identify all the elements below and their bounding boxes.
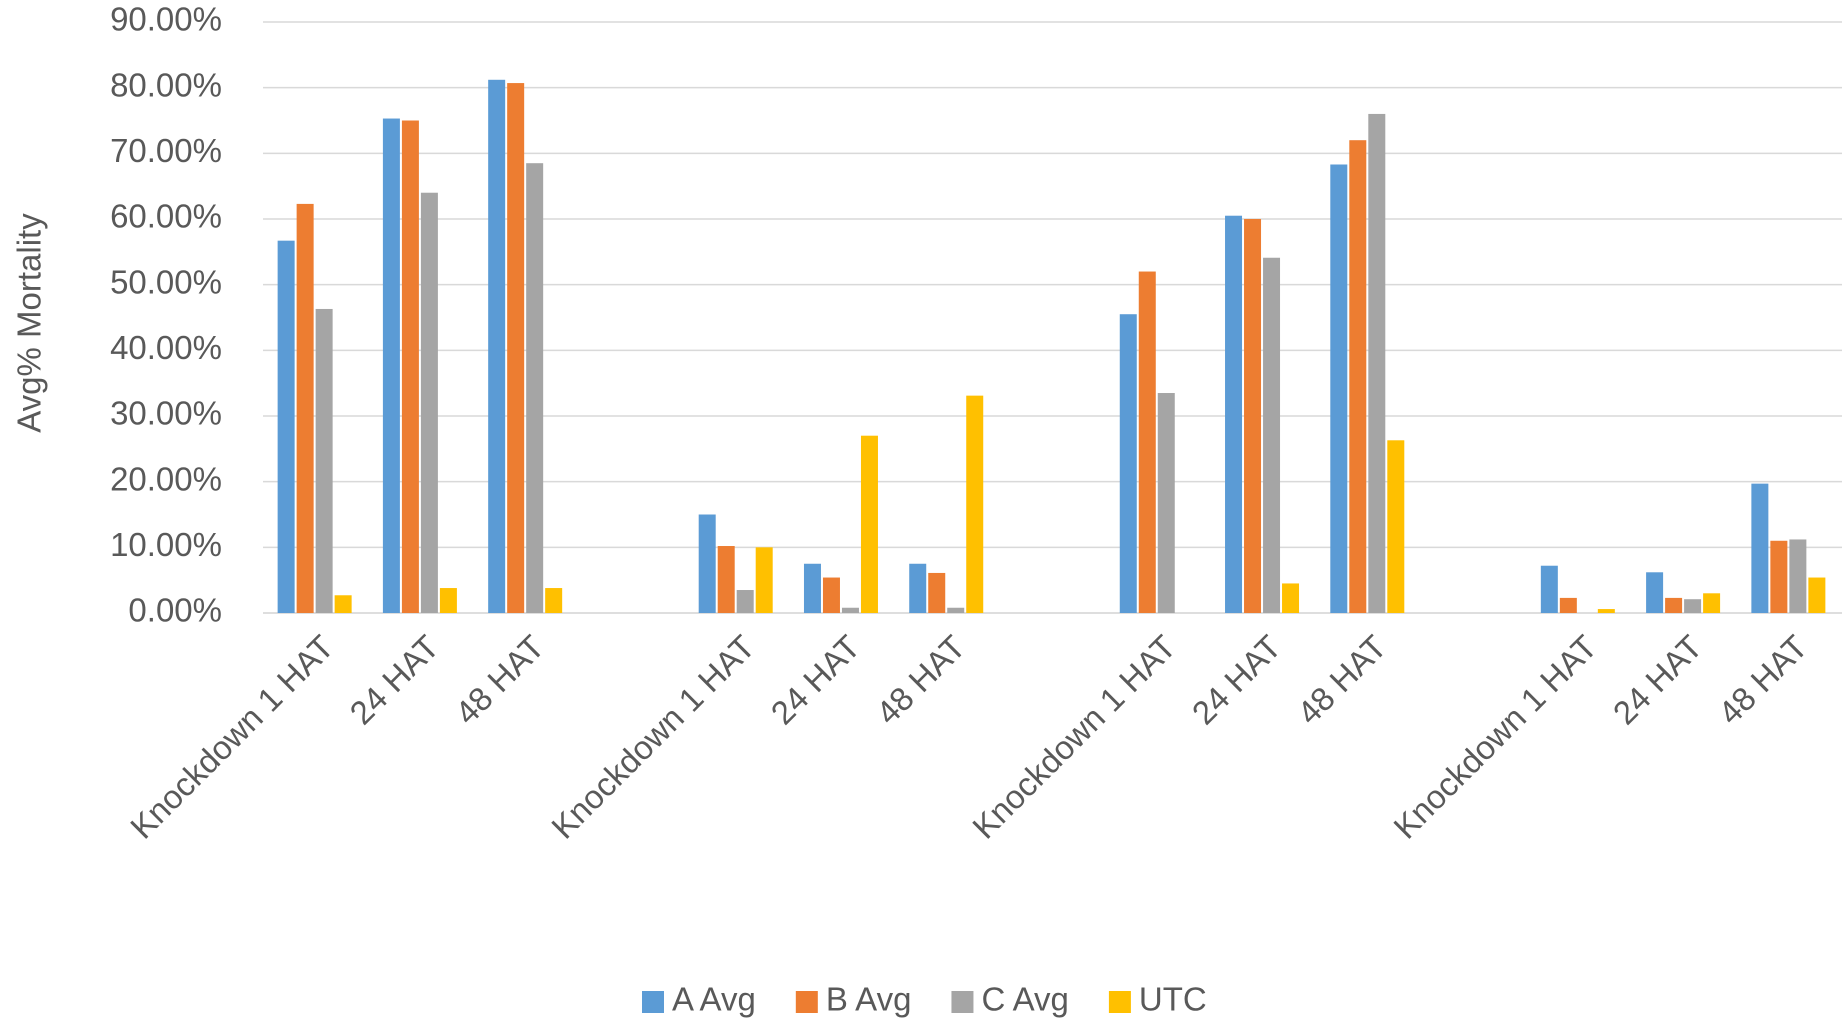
bar [1244,219,1262,613]
bar [1703,593,1721,613]
bar [1646,572,1664,613]
x-tick-label: 24 HAT [1185,628,1289,732]
y-tick-label: 0.00% [128,592,222,629]
bar [1225,215,1243,613]
bar [1751,483,1769,613]
bar [1349,140,1367,613]
bar [1119,314,1137,613]
bar [947,607,965,613]
bar [841,607,859,613]
bar [315,308,333,613]
bar [1540,565,1558,613]
y-tick-label: 60.00% [110,198,222,235]
bar [488,79,506,613]
bar [966,395,984,613]
x-tick-label: Knockdown 1 HAT [1386,628,1604,846]
bar [822,577,840,613]
legend-label: C Avg [981,981,1068,1018]
y-tick-label: 20.00% [110,460,222,497]
bar [526,163,544,613]
x-tick-label: 24 HAT [1606,628,1710,732]
bar [1157,393,1175,613]
x-tick-label: 48 HAT [1711,628,1815,732]
legend-label: A Avg [672,981,756,1018]
y-tick-label: 10.00% [110,526,222,563]
x-tick-label: 48 HAT [1290,628,1394,732]
bar [1368,113,1386,613]
bar [439,588,457,613]
bar [401,120,419,613]
bar [1138,271,1156,613]
y-tick-label: 50.00% [110,263,222,300]
bar [1808,577,1826,613]
bar [334,595,352,613]
bar [1684,599,1702,613]
legend-swatch [951,991,974,1013]
legend-label: UTC [1139,981,1207,1018]
x-tick-label: Knockdown 1 HAT [123,628,341,846]
legend-label: B Avg [826,981,912,1018]
bar [1263,257,1281,613]
y-axis-title: Avg% Mortality [11,213,48,433]
x-tick-label: 48 HAT [448,628,552,732]
bar [1330,164,1348,613]
bar [698,514,716,613]
x-tick-label: 24 HAT [342,628,446,732]
x-tick-label: Knockdown 1 HAT [544,628,762,846]
bar [296,203,314,613]
y-tick-label: 70.00% [110,132,222,169]
bar [545,588,563,613]
bar [755,547,773,613]
bar [860,435,878,613]
bar [909,563,927,613]
legend-swatch [642,991,664,1013]
legend-swatch [795,991,818,1013]
bar [507,83,525,613]
bar [382,118,400,613]
bar [1665,597,1683,613]
bar [1282,583,1300,613]
bar [717,546,735,613]
bar [736,590,754,613]
y-tick-label: 90.00% [110,1,222,38]
bar [1387,440,1405,613]
y-tick-label: 40.00% [110,329,222,366]
bar [277,240,295,614]
bar [1559,597,1577,613]
bar [928,572,946,613]
legend-swatch [1108,991,1131,1013]
y-tick-label: 30.00% [110,395,222,432]
x-tick-label: Knockdown 1 HAT [965,628,1183,846]
bar [1597,609,1615,613]
bar [420,192,438,613]
x-tick-label: 48 HAT [869,628,973,732]
bar [1789,539,1807,613]
y-tick-label: 80.00% [110,66,222,103]
x-tick-label: 24 HAT [764,628,868,732]
bar [1770,540,1788,613]
bar [803,563,821,613]
